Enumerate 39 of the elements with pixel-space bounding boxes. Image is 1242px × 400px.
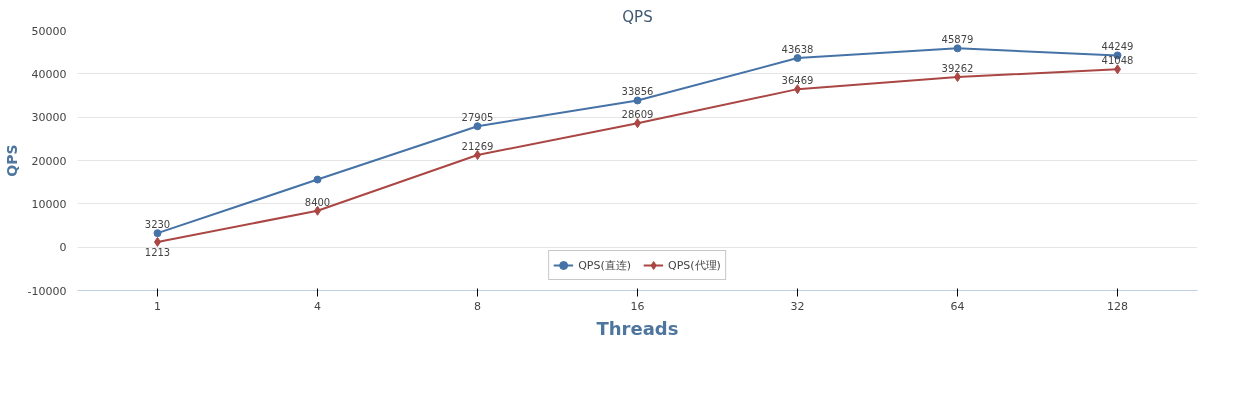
x-tick-label: 32 xyxy=(790,299,805,313)
x-tick-label: 128 xyxy=(1107,299,1128,313)
x-tick-label: 64 xyxy=(950,299,965,313)
point xyxy=(474,150,481,160)
chart-title: QPS xyxy=(622,7,653,26)
data-label: 1213 xyxy=(144,246,171,258)
data-label: 44249 xyxy=(1101,41,1134,53)
data-label: 33856 xyxy=(621,86,654,98)
point xyxy=(793,54,802,63)
data-label: 27905 xyxy=(461,112,494,124)
x-tick-label: 8 xyxy=(474,299,481,313)
y-tick-label: -10000 xyxy=(27,284,67,298)
y-tick-label: 0 xyxy=(59,241,67,255)
data-label: 39262 xyxy=(941,63,974,75)
y-tick-label: 10000 xyxy=(31,197,67,211)
y-tick-label: 50000 xyxy=(31,24,67,38)
data-label: 8400 xyxy=(304,196,331,208)
point xyxy=(313,175,322,184)
data-label: 41048 xyxy=(1101,55,1134,67)
point xyxy=(953,44,962,53)
point xyxy=(633,96,642,105)
y-tick-label: 30000 xyxy=(31,111,67,125)
data-label: 43638 xyxy=(781,44,814,56)
point xyxy=(153,229,162,238)
data-label: 36469 xyxy=(781,75,814,87)
legend-label: QPS(代理) xyxy=(668,257,721,273)
data-label: 21269 xyxy=(461,141,494,152)
data-label: 45879 xyxy=(941,34,974,46)
x-tick-label: 1 xyxy=(154,299,161,313)
x-axis-title: Threads xyxy=(596,317,679,339)
data-label: 28609 xyxy=(621,109,654,121)
y-axis-title: QPS xyxy=(3,144,20,177)
x-tick-label: 4 xyxy=(314,299,321,313)
data-label: 3230 xyxy=(144,219,171,231)
point xyxy=(473,122,482,131)
y-tick-label: 40000 xyxy=(31,67,67,81)
legend-label: QPS(直连) xyxy=(578,257,631,273)
y-tick-label: 20000 xyxy=(31,154,67,168)
x-tick-label: 16 xyxy=(630,299,645,313)
